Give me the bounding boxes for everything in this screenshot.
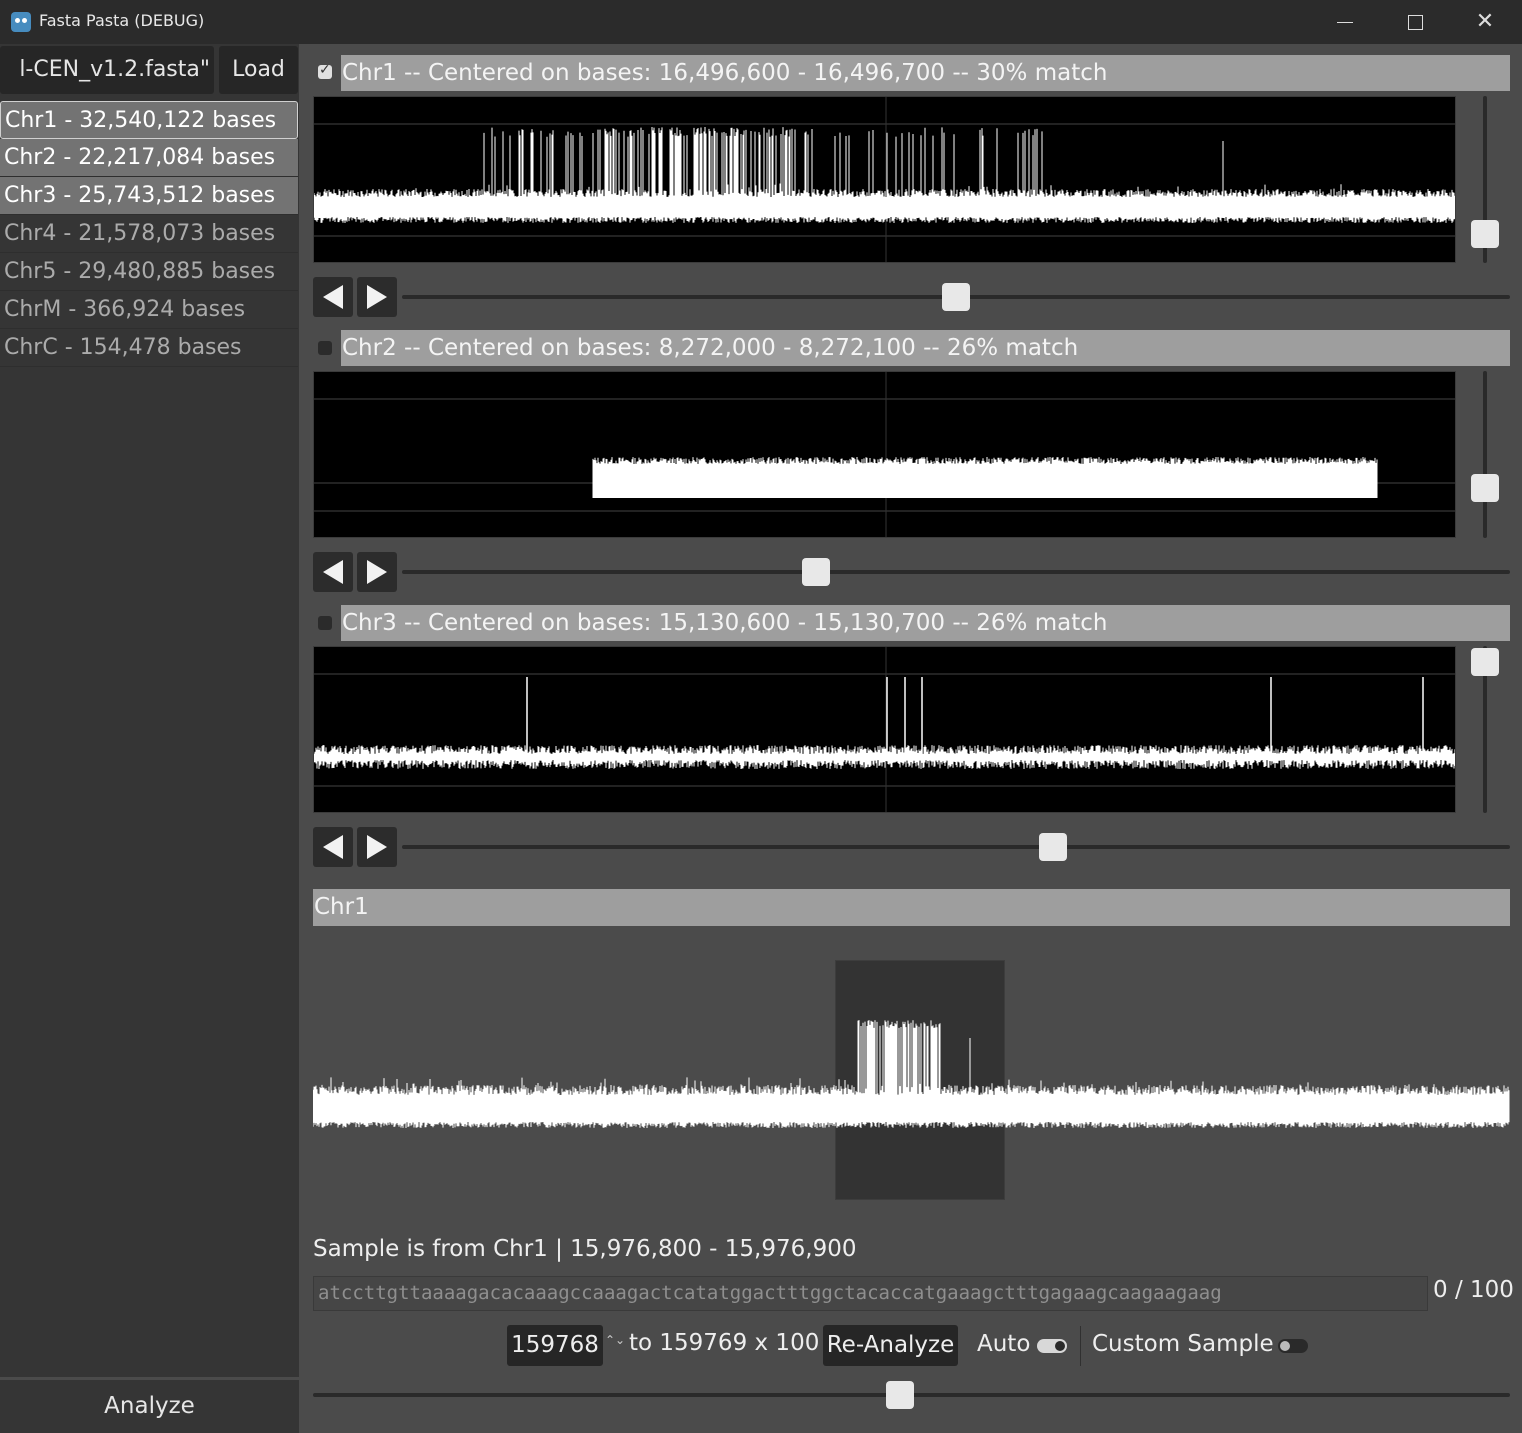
chromosome-list: Chr1 - 32,540,122 bases Chr2 - 22,217,08…	[0, 101, 299, 367]
track-2-vertical-scroll-thumb[interactable]	[1471, 474, 1499, 503]
track-2-header: Chr2 -- Centered on bases: 8,272,000 - 8…	[341, 330, 1510, 366]
track-2-prev-button[interactable]	[313, 552, 353, 592]
start-position-spinbox[interactable]: 159768	[507, 1325, 603, 1366]
window-title: Fasta Pasta (DEBUG)	[39, 11, 205, 30]
track-1-checkbox[interactable]	[318, 62, 332, 79]
left-triangle-icon	[323, 285, 343, 309]
maximize-icon	[1407, 14, 1423, 30]
chromosome-item[interactable]: ChrC - 154,478 bases	[0, 329, 298, 367]
track-3-vertical-scroll-thumb[interactable]	[1471, 648, 1499, 676]
track-1-slider-thumb[interactable]	[942, 283, 970, 311]
track-2-vertical-scrollbar[interactable]	[1483, 371, 1487, 538]
toggle-knob	[1055, 1341, 1065, 1351]
track-3-next-button[interactable]	[357, 827, 397, 867]
right-triangle-icon	[367, 560, 387, 584]
track-3-slider-thumb[interactable]	[1039, 833, 1068, 861]
chromosome-item[interactable]: Chr4 - 21,578,073 bases	[0, 215, 298, 253]
track-3-prev-button[interactable]	[313, 827, 353, 867]
divider	[1080, 1326, 1081, 1366]
detail-header: Chr1	[313, 889, 1510, 926]
minimize-icon	[1337, 21, 1353, 23]
track-1-vertical-scroll-thumb[interactable]	[1471, 219, 1499, 248]
sample-info-text: Sample is from Chr1 | 15,976,800 - 15,97…	[313, 1236, 857, 1262]
track-1-prev-button[interactable]	[313, 277, 353, 317]
detail-slider-thumb[interactable]	[885, 1381, 914, 1409]
track-3-position-slider[interactable]	[402, 845, 1510, 849]
track-2-plot	[313, 371, 1456, 538]
auto-toggle[interactable]	[1037, 1339, 1067, 1353]
track-2-checkbox[interactable]	[318, 341, 332, 355]
title-bar: Fasta Pasta (DEBUG) ✕	[0, 0, 1522, 44]
sidebar	[0, 44, 299, 1377]
minimize-button[interactable]	[1310, 0, 1380, 44]
custom-sample-label: Custom Sample	[1092, 1331, 1274, 1357]
chromosome-item[interactable]: ChrM - 366,924 bases	[0, 291, 298, 329]
track-3-vertical-scrollbar[interactable]	[1483, 646, 1487, 813]
chromosome-item[interactable]: Chr2 - 22,217,084 bases	[0, 139, 298, 177]
close-button[interactable]: ✕	[1450, 0, 1520, 44]
track-2-slider-thumb[interactable]	[801, 558, 830, 586]
track-1-plot	[313, 96, 1456, 263]
left-triangle-icon	[323, 560, 343, 584]
sequence-field[interactable]: atccttgttaaaagacacaaagccaaagactcatatggac…	[313, 1276, 1428, 1311]
track-3-header: Chr3 -- Centered on bases: 15,130,600 - …	[341, 605, 1510, 641]
chromosome-item[interactable]: Chr1 - 32,540,122 bases	[0, 101, 298, 139]
track-3-checkbox[interactable]	[318, 616, 332, 630]
auto-label: Auto	[977, 1331, 1031, 1357]
right-triangle-icon	[367, 285, 387, 309]
right-triangle-icon	[367, 835, 387, 859]
chromosome-item[interactable]: Chr5 - 29,480,885 bases	[0, 253, 298, 291]
maximize-button[interactable]	[1380, 0, 1450, 44]
analyze-button[interactable]: Analyze	[0, 1380, 299, 1433]
close-icon: ✕	[1475, 9, 1495, 34]
track-1-header: Chr1 -- Centered on bases: 16,496,600 - …	[341, 55, 1510, 91]
track-3-plot	[313, 646, 1456, 813]
track-1-vertical-scrollbar[interactable]	[1483, 96, 1487, 263]
file-select-button[interactable]: l-CEN_v1.2.fasta"	[0, 46, 214, 94]
track-2-next-button[interactable]	[357, 552, 397, 592]
chromosome-item[interactable]: Chr3 - 25,743,512 bases	[0, 177, 298, 215]
reanalyze-button[interactable]: Re-Analyze	[823, 1325, 958, 1366]
detail-plot	[312, 940, 1510, 1220]
track-2-position-slider[interactable]	[402, 570, 1510, 574]
range-text: to 159769 x 100	[629, 1330, 820, 1356]
left-triangle-icon	[323, 835, 343, 859]
toggle-knob	[1280, 1341, 1290, 1351]
sequence-counter: 0 / 100	[1433, 1277, 1514, 1303]
custom-sample-toggle[interactable]	[1278, 1339, 1308, 1353]
load-button[interactable]: Load	[219, 46, 298, 94]
godot-app-icon	[11, 12, 31, 32]
track-1-next-button[interactable]	[357, 277, 397, 317]
spinbox-arrows-icon[interactable]: ⌃⌄	[605, 1333, 626, 1347]
